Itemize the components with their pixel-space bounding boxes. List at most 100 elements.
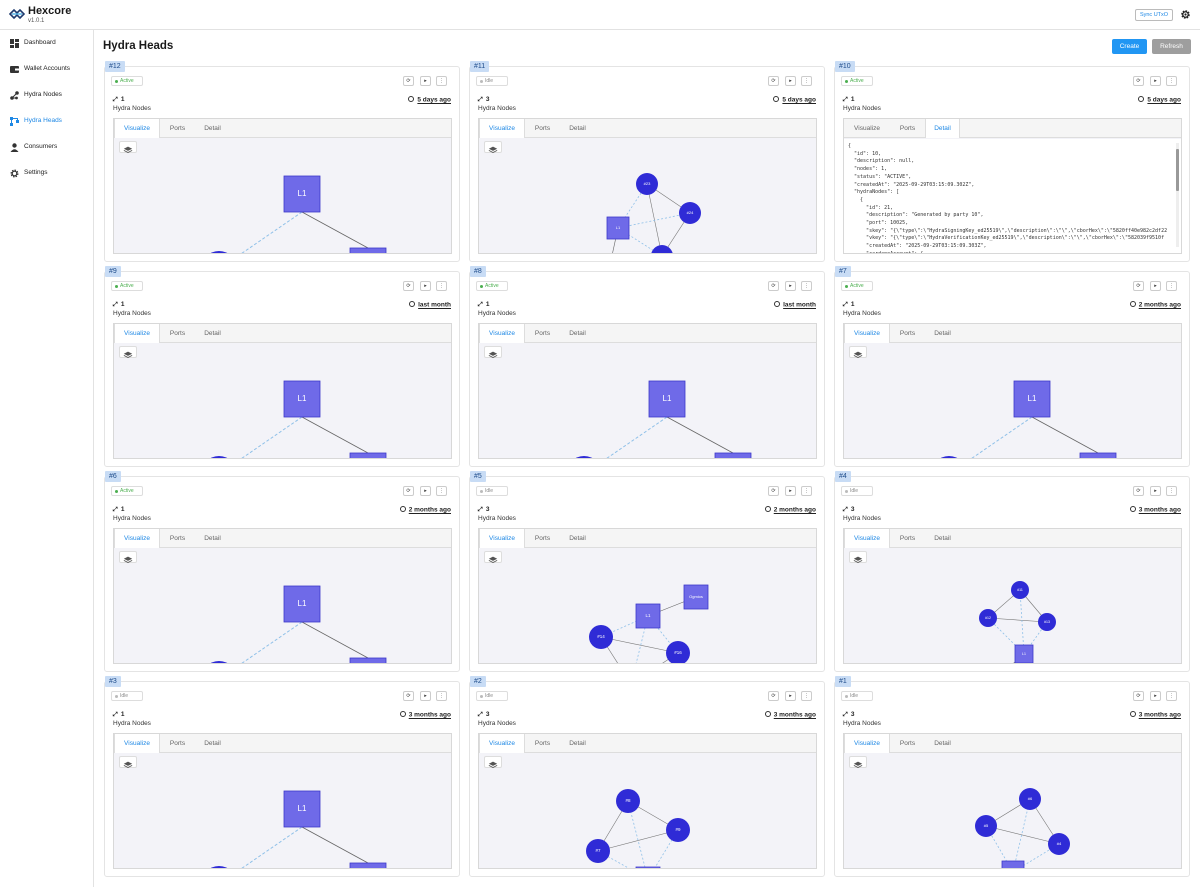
tab-visualize[interactable]: Visualize bbox=[479, 324, 525, 343]
tab-detail[interactable]: Detail bbox=[925, 119, 960, 138]
tab-detail[interactable]: Detail bbox=[569, 330, 586, 337]
tab-detail[interactable]: Detail bbox=[204, 125, 221, 132]
layers-button[interactable] bbox=[849, 756, 867, 768]
sidebar-item-hydra-heads[interactable]: Hydra Heads bbox=[0, 113, 94, 129]
refresh-icon[interactable]: ⟳ bbox=[403, 486, 414, 496]
layers-button[interactable] bbox=[484, 141, 502, 153]
tab-ports[interactable]: Ports bbox=[534, 125, 551, 132]
tab-visualize[interactable]: Visualize bbox=[479, 734, 525, 753]
tab-detail[interactable]: Detail bbox=[934, 740, 951, 747]
more-icon[interactable]: ⋮ bbox=[801, 691, 812, 701]
play-icon[interactable]: ▸ bbox=[785, 691, 796, 701]
refresh-icon[interactable]: ⟳ bbox=[1133, 691, 1144, 701]
tab-detail[interactable]: Detail bbox=[204, 535, 221, 542]
play-icon[interactable]: ▸ bbox=[420, 281, 431, 291]
play-icon[interactable]: ▸ bbox=[420, 691, 431, 701]
l1-node bbox=[1014, 644, 1034, 663]
refresh-icon[interactable]: ⟳ bbox=[403, 281, 414, 291]
refresh-icon[interactable]: ⟳ bbox=[768, 76, 779, 86]
tab-detail[interactable]: Detail bbox=[204, 740, 221, 747]
refresh-icon[interactable]: ⟳ bbox=[1133, 486, 1144, 496]
more-icon[interactable]: ⋮ bbox=[436, 281, 447, 291]
tab-detail[interactable]: Detail bbox=[569, 535, 586, 542]
tab-visualize[interactable]: Visualize bbox=[844, 324, 890, 343]
sidebar-item-settings[interactable]: Settings bbox=[0, 165, 94, 181]
sidebar-item-consumers[interactable]: Consumers bbox=[0, 139, 94, 155]
tab-visualize[interactable]: Visualize bbox=[114, 529, 160, 548]
sync-utxo-button[interactable]: Sync UTxO bbox=[1135, 9, 1173, 21]
tab-ports[interactable]: Ports bbox=[899, 740, 916, 747]
tab-visualize[interactable]: Visualize bbox=[114, 734, 160, 753]
more-icon[interactable]: ⋮ bbox=[1166, 691, 1177, 701]
tab-ports[interactable]: Ports bbox=[169, 535, 186, 542]
tab-visualize[interactable]: Visualize bbox=[854, 125, 880, 132]
tab-detail[interactable]: Detail bbox=[569, 740, 586, 747]
layers-button[interactable] bbox=[119, 551, 137, 563]
tab-ports[interactable]: Ports bbox=[534, 740, 551, 747]
layers-button[interactable] bbox=[119, 346, 137, 358]
refresh-button[interactable]: Refresh bbox=[1152, 39, 1191, 54]
tab-visualize[interactable]: Visualize bbox=[479, 529, 525, 548]
more-icon[interactable]: ⋮ bbox=[801, 281, 812, 291]
tab-ports[interactable]: Ports bbox=[169, 125, 186, 132]
tab-detail[interactable]: Detail bbox=[569, 125, 586, 132]
play-icon[interactable]: ▸ bbox=[420, 486, 431, 496]
tab-ports[interactable]: Ports bbox=[899, 535, 916, 542]
more-icon[interactable]: ⋮ bbox=[436, 486, 447, 496]
main-content: Hydra Heads Create Refresh #12 Active ⟳ ▸ ⋮ ⤢… bbox=[95, 30, 1200, 887]
more-icon[interactable]: ⋮ bbox=[801, 76, 812, 86]
scrollbar-track[interactable] bbox=[1176, 143, 1179, 247]
play-icon[interactable]: ▸ bbox=[420, 76, 431, 86]
sidebar-item-hydra-nodes[interactable]: Hydra Nodes bbox=[0, 87, 94, 103]
play-icon[interactable]: ▸ bbox=[1150, 691, 1161, 701]
layers-button[interactable] bbox=[849, 346, 867, 358]
head-card: #6 Active ⟳ ▸ ⋮ ⤢ 1 Hydra Nodes 2 months ago Visu… bbox=[104, 471, 460, 672]
more-icon[interactable]: ⋮ bbox=[436, 691, 447, 701]
refresh-icon[interactable]: ⟳ bbox=[403, 76, 414, 86]
tab-visualize[interactable]: Visualize bbox=[844, 529, 890, 548]
scrollbar-thumb[interactable] bbox=[1176, 149, 1179, 191]
more-icon[interactable]: ⋮ bbox=[1166, 76, 1177, 86]
tab-visualize[interactable]: Visualize bbox=[114, 324, 160, 343]
layers-button[interactable] bbox=[484, 551, 502, 563]
tab-detail[interactable]: Detail bbox=[934, 535, 951, 542]
refresh-icon[interactable]: ⟳ bbox=[768, 486, 779, 496]
more-icon[interactable]: ⋮ bbox=[1166, 281, 1177, 291]
tab-ports[interactable]: Ports bbox=[899, 125, 916, 132]
refresh-icon[interactable]: ⟳ bbox=[403, 691, 414, 701]
more-icon[interactable]: ⋮ bbox=[436, 76, 447, 86]
layers-button[interactable] bbox=[849, 551, 867, 563]
layers-button[interactable] bbox=[484, 756, 502, 768]
play-icon[interactable]: ▸ bbox=[785, 281, 796, 291]
layers-button[interactable] bbox=[119, 141, 137, 153]
tab-bar: Visualize Ports Detail bbox=[114, 734, 451, 753]
refresh-icon[interactable]: ⟳ bbox=[1133, 76, 1144, 86]
play-icon[interactable]: ▸ bbox=[1150, 76, 1161, 86]
tab-ports[interactable]: Ports bbox=[169, 330, 186, 337]
create-button[interactable]: Create bbox=[1112, 39, 1147, 54]
play-icon[interactable]: ▸ bbox=[785, 486, 796, 496]
refresh-icon[interactable]: ⟳ bbox=[768, 691, 779, 701]
tab-detail[interactable]: Detail bbox=[934, 330, 951, 337]
sidebar-item-wallet-accounts[interactable]: Wallet Accounts bbox=[0, 61, 94, 77]
clock-icon bbox=[409, 301, 416, 307]
refresh-icon[interactable]: ⟳ bbox=[768, 281, 779, 291]
tab-detail[interactable]: Detail bbox=[204, 330, 221, 337]
layers-button[interactable] bbox=[484, 346, 502, 358]
tab-ports[interactable]: Ports bbox=[899, 330, 916, 337]
play-icon[interactable]: ▸ bbox=[1150, 486, 1161, 496]
more-icon[interactable]: ⋮ bbox=[1166, 486, 1177, 496]
tab-visualize[interactable]: Visualize bbox=[479, 119, 525, 138]
tab-ports[interactable]: Ports bbox=[534, 535, 551, 542]
refresh-icon[interactable]: ⟳ bbox=[1133, 281, 1144, 291]
tab-ports[interactable]: Ports bbox=[534, 330, 551, 337]
tab-ports[interactable]: Ports bbox=[169, 740, 186, 747]
more-icon[interactable]: ⋮ bbox=[801, 486, 812, 496]
layers-button[interactable] bbox=[119, 756, 137, 768]
settings-gear-icon[interactable] bbox=[1180, 9, 1191, 20]
play-icon[interactable]: ▸ bbox=[1150, 281, 1161, 291]
tab-visualize[interactable]: Visualize bbox=[844, 734, 890, 753]
play-icon[interactable]: ▸ bbox=[785, 76, 796, 86]
sidebar-item-dashboard[interactable]: Dashboard bbox=[0, 35, 94, 51]
tab-visualize[interactable]: Visualize bbox=[114, 119, 160, 138]
